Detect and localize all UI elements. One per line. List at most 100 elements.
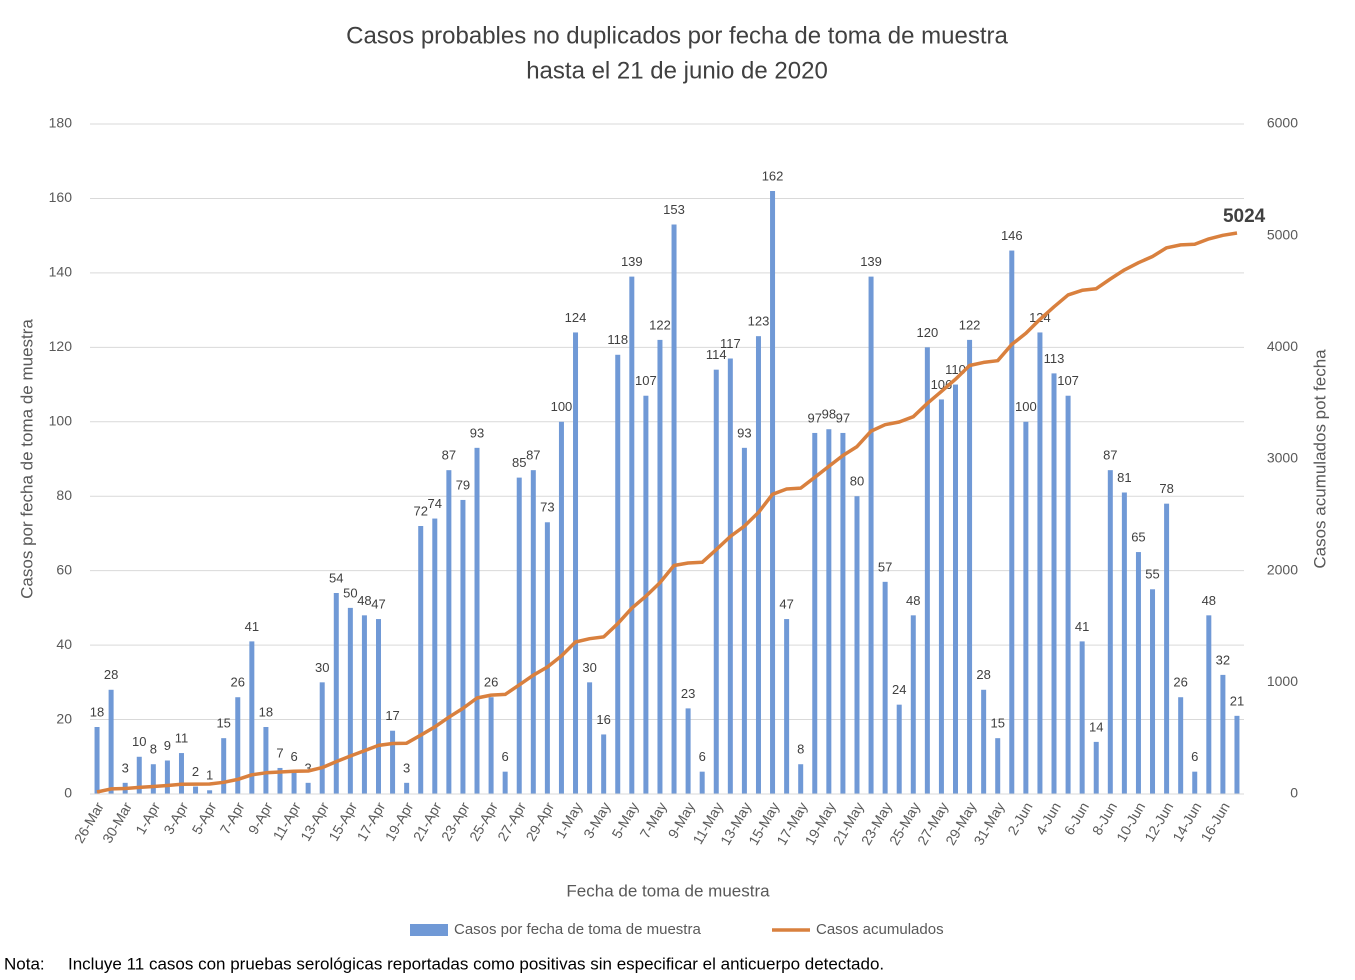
data-label: 11 <box>175 730 189 745</box>
bar <box>1178 697 1184 794</box>
data-label: 28 <box>104 667 118 682</box>
data-label: 23 <box>681 686 695 701</box>
bar <box>544 522 550 794</box>
bar <box>108 689 114 794</box>
bar <box>601 734 607 794</box>
bar <box>573 332 579 794</box>
data-label: 30 <box>582 660 596 675</box>
bar <box>1220 674 1226 794</box>
bar <box>868 276 874 795</box>
data-label: 50 <box>343 585 357 600</box>
bar <box>488 697 494 794</box>
bar <box>629 276 635 795</box>
data-label: 98 <box>822 407 836 422</box>
data-label: 8 <box>150 742 157 757</box>
bar <box>671 224 677 794</box>
bar <box>446 470 452 794</box>
bar <box>207 790 213 794</box>
x-tick-label: 6-Jun <box>1061 799 1092 837</box>
data-label: 139 <box>860 254 882 269</box>
bar <box>1009 250 1015 795</box>
bar <box>1051 373 1057 794</box>
y-tick-label: 40 <box>56 636 72 652</box>
data-label: 74 <box>428 496 442 511</box>
bar <box>530 470 536 794</box>
bar <box>1164 503 1170 794</box>
y-tick-label: 20 <box>56 710 72 726</box>
data-label: 122 <box>649 317 671 332</box>
data-label: 47 <box>779 596 793 611</box>
data-label: 162 <box>762 168 784 183</box>
bar <box>418 526 424 794</box>
bar <box>94 727 100 794</box>
data-label: 80 <box>850 474 864 489</box>
y2-tick-label: 2000 <box>1267 561 1298 577</box>
bar <box>967 339 973 794</box>
bar <box>713 369 719 794</box>
x-tick-label: 3-May <box>580 799 613 841</box>
data-label: 65 <box>1131 529 1145 544</box>
data-label: 41 <box>245 619 259 634</box>
bar <box>1037 332 1043 794</box>
x-tick-label: 5-Apr <box>188 799 219 837</box>
data-label: 87 <box>526 448 540 463</box>
data-label: 54 <box>329 570 343 585</box>
data-label: 9 <box>164 738 171 753</box>
bar <box>995 738 1001 794</box>
bar <box>882 581 888 794</box>
bar <box>910 615 916 794</box>
data-label: 41 <box>1075 619 1089 634</box>
data-label: 107 <box>1057 373 1079 388</box>
bar <box>798 764 804 794</box>
x-tick-label: 3-Apr <box>160 799 191 837</box>
data-label: 93 <box>470 425 484 440</box>
x-tick-label: 7-Apr <box>217 799 248 837</box>
bar <box>1234 715 1240 794</box>
data-label: 97 <box>808 410 822 425</box>
data-label: 26 <box>231 675 245 690</box>
bar <box>235 697 241 794</box>
bar <box>474 447 480 794</box>
bar <box>657 339 663 794</box>
bar <box>263 727 269 794</box>
line-end-label: 5024 <box>1223 206 1266 227</box>
data-label: 81 <box>1117 470 1131 485</box>
x-tick-label: 1-May <box>552 799 585 841</box>
bar <box>812 432 818 794</box>
x-tick-label: 4-Jun <box>1032 799 1063 837</box>
y-tick-label: 180 <box>49 115 73 131</box>
y-axis-title: Casos por fecha de toma de muestra <box>17 319 36 599</box>
bar <box>1023 421 1029 794</box>
data-label: 78 <box>1159 481 1173 496</box>
data-label: 100 <box>551 399 573 414</box>
data-label: 48 <box>357 593 371 608</box>
x-tick-label: 2-Jun <box>1004 799 1035 837</box>
bar <box>277 767 283 794</box>
y2-axis-title: Casos acumulados pot fecha <box>1310 349 1329 569</box>
bar <box>150 764 156 794</box>
bar <box>333 593 339 794</box>
data-label: 6 <box>502 749 509 764</box>
bar <box>178 753 184 794</box>
bar <box>319 682 325 794</box>
data-label: 26 <box>484 675 498 690</box>
y-tick-label: 80 <box>56 487 72 503</box>
chart-title: Casos probables no duplicados por fecha … <box>346 22 1008 49</box>
data-label: 2 <box>192 764 199 779</box>
bar <box>1150 589 1156 794</box>
data-label: 153 <box>663 202 685 217</box>
data-label: 57 <box>878 559 892 574</box>
bar <box>755 336 761 794</box>
y2-tick-label: 3000 <box>1267 450 1298 466</box>
bar <box>840 432 846 794</box>
data-label: 17 <box>385 708 399 723</box>
bar <box>376 619 381 794</box>
bar <box>1206 615 1212 794</box>
data-label: 122 <box>959 317 981 332</box>
bar <box>826 429 832 794</box>
y2-tick-label: 1000 <box>1267 673 1298 689</box>
bar <box>699 771 705 794</box>
data-label: 124 <box>565 310 587 325</box>
data-label: 100 <box>1015 399 1037 414</box>
data-label: 18 <box>259 704 273 719</box>
